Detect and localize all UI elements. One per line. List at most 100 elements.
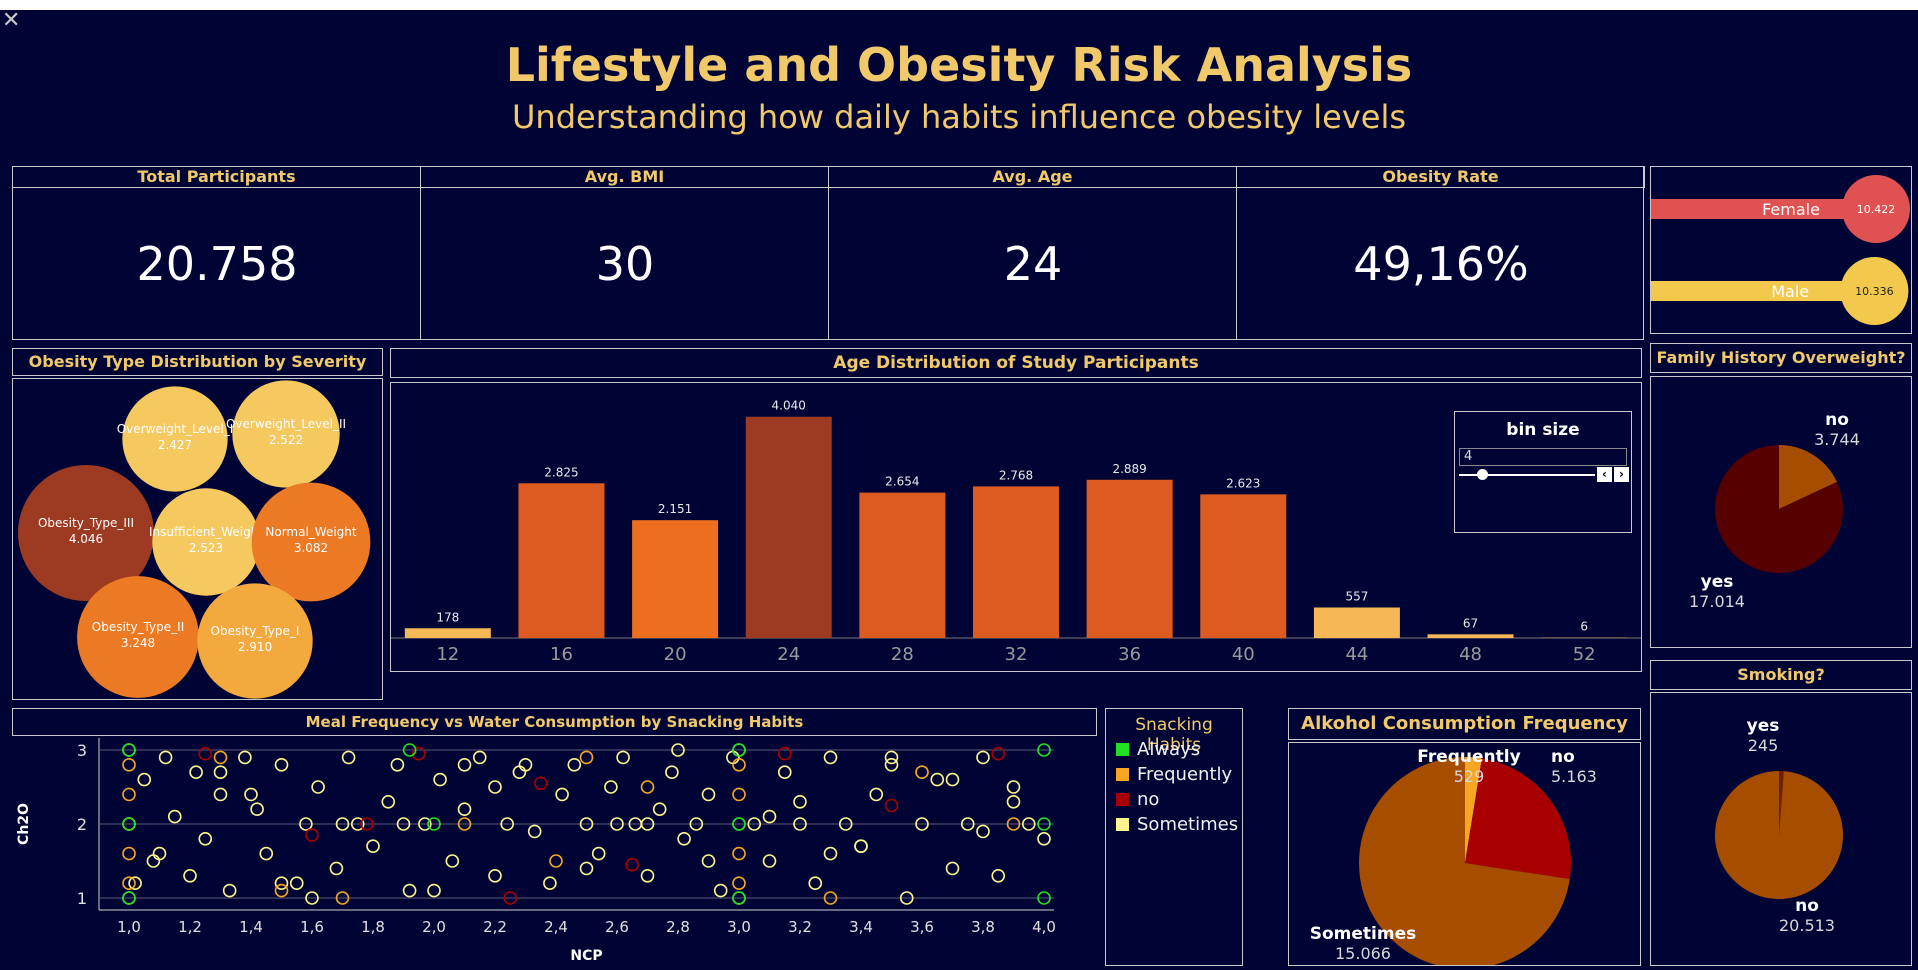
scatter-point-sometimes[interactable] [794, 796, 806, 808]
scatter-point-sometimes[interactable] [343, 751, 355, 763]
scatter-point-sometimes[interactable] [382, 796, 394, 808]
age-bar-20[interactable] [632, 520, 718, 638]
age-bar-28[interactable] [859, 493, 945, 638]
scatter-point-sometimes[interactable] [666, 766, 678, 778]
age-bar-44[interactable] [1314, 607, 1400, 638]
scatter-point-sometimes[interactable] [147, 855, 159, 867]
scatter-point-sometimes[interactable] [886, 751, 898, 763]
scatter-point-sometimes[interactable] [330, 862, 342, 874]
scatter-point-sometimes[interactable] [727, 751, 739, 763]
scatter-point-sometimes[interactable] [190, 766, 202, 778]
scatter-point-sometimes[interactable] [544, 877, 556, 889]
scatter-point-sometimes[interactable] [642, 870, 654, 882]
close-icon[interactable]: ✕ [2, 10, 20, 32]
scatter-point-sometimes[interactable] [169, 811, 181, 823]
scatter-point-frequently[interactable] [123, 848, 135, 860]
scatter-point-frequently[interactable] [276, 885, 288, 897]
scatter-point-no[interactable] [886, 800, 898, 812]
gender-bar-female[interactable] [1651, 199, 1851, 219]
bin-size-decrease-button[interactable]: ‹ [1597, 467, 1612, 482]
scatter-point-sometimes[interactable] [1008, 796, 1020, 808]
scatter-point-sometimes[interactable] [779, 766, 791, 778]
scatter-point-no[interactable] [535, 777, 547, 789]
scatter-point-sometimes[interactable] [825, 751, 837, 763]
scatter-point-sometimes[interactable] [489, 870, 501, 882]
bin-size-slider-handle[interactable] [1477, 469, 1488, 480]
bin-size-increase-button[interactable]: › [1614, 467, 1629, 482]
scatter-point-sometimes[interactable] [825, 848, 837, 860]
scatter-point-frequently[interactable] [642, 781, 654, 793]
scatter-point-sometimes[interactable] [992, 870, 1004, 882]
scatter-point-sometimes[interactable] [520, 759, 532, 771]
scatter-point-sometimes[interactable] [703, 788, 715, 800]
age-bar-16[interactable] [518, 483, 604, 638]
age-bar-32[interactable] [973, 486, 1059, 638]
scatter-point-sometimes[interactable] [215, 766, 227, 778]
scatter-point-sometimes[interactable] [870, 788, 882, 800]
scatter-point-sometimes[interactable] [931, 774, 943, 786]
scatter-point-sometimes[interactable] [947, 774, 959, 786]
scatter-point-frequently[interactable] [550, 855, 562, 867]
scatter-point-sometimes[interactable] [605, 781, 617, 793]
scatter-point-sometimes[interactable] [428, 885, 440, 897]
scatter-point-sometimes[interactable] [764, 855, 776, 867]
scatter-point-sometimes[interactable] [367, 840, 379, 852]
age-bar-36[interactable] [1087, 480, 1173, 638]
scatter-point-no[interactable] [306, 829, 318, 841]
scatter-point-sometimes[interactable] [138, 774, 150, 786]
scatter-point-sometimes[interactable] [617, 751, 629, 763]
scatter-point-sometimes[interactable] [391, 759, 403, 771]
scatter-point-sometimes[interactable] [224, 885, 236, 897]
scatter-point-sometimes[interactable] [446, 855, 458, 867]
age-bar-48[interactable] [1428, 634, 1514, 638]
scatter-point-sometimes[interactable] [1038, 833, 1050, 845]
scatter-point-sometimes[interactable] [245, 788, 257, 800]
scatter-point-sometimes[interactable] [215, 788, 227, 800]
gender-bar-male[interactable] [1651, 281, 1849, 301]
scatter-point-sometimes[interactable] [568, 759, 580, 771]
scatter-point-frequently[interactable] [733, 877, 745, 889]
scatter-point-sometimes[interactable] [947, 862, 959, 874]
scatter-point-sometimes[interactable] [764, 811, 776, 823]
scatter-point-frequently[interactable] [123, 788, 135, 800]
scatter-point-sometimes[interactable] [977, 751, 989, 763]
legend-item-no[interactable]: no [1116, 789, 1159, 811]
age-bar-24[interactable] [746, 417, 832, 638]
scatter-point-frequently[interactable] [215, 751, 227, 763]
scatter-point-frequently[interactable] [733, 759, 745, 771]
scatter-point-sometimes[interactable] [529, 825, 541, 837]
scatter-point-sometimes[interactable] [260, 848, 272, 860]
bin-size-input[interactable]: 4 [1459, 448, 1627, 466]
legend-item-always[interactable]: Always [1116, 739, 1200, 761]
scatter-point-sometimes[interactable] [654, 803, 666, 815]
scatter-point-sometimes[interactable] [160, 751, 172, 763]
scatter-point-sometimes[interactable] [434, 774, 446, 786]
scatter-point-frequently[interactable] [581, 751, 593, 763]
scatter-point-sometimes[interactable] [184, 870, 196, 882]
scatter-point-frequently[interactable] [916, 766, 928, 778]
scatter-point-sometimes[interactable] [703, 855, 715, 867]
scatter-point-no[interactable] [626, 859, 638, 871]
legend-item-sometimes[interactable]: Sometimes [1116, 814, 1238, 836]
scatter-point-sometimes[interactable] [715, 885, 727, 897]
age-bar-12[interactable] [405, 628, 491, 638]
scatter-point-sometimes[interactable] [474, 751, 486, 763]
scatter-point-sometimes[interactable] [276, 759, 288, 771]
scatter-point-sometimes[interactable] [1008, 781, 1020, 793]
scatter-point-sometimes[interactable] [855, 840, 867, 852]
scatter-point-frequently[interactable] [733, 848, 745, 860]
scatter-point-sometimes[interactable] [459, 803, 471, 815]
scatter-point-sometimes[interactable] [199, 833, 211, 845]
scatter-point-sometimes[interactable] [312, 781, 324, 793]
pie-slice-no[interactable] [1715, 771, 1843, 899]
scatter-point-frequently[interactable] [733, 788, 745, 800]
scatter-point-sometimes[interactable] [239, 751, 251, 763]
scatter-point-sometimes[interactable] [581, 862, 593, 874]
scatter-point-sometimes[interactable] [489, 781, 501, 793]
scatter-point-sometimes[interactable] [154, 848, 166, 860]
scatter-point-sometimes[interactable] [977, 825, 989, 837]
scatter-point-sometimes[interactable] [251, 803, 263, 815]
scatter-point-sometimes[interactable] [404, 885, 416, 897]
legend-item-frequently[interactable]: Frequently [1116, 764, 1232, 786]
scatter-point-frequently[interactable] [123, 759, 135, 771]
